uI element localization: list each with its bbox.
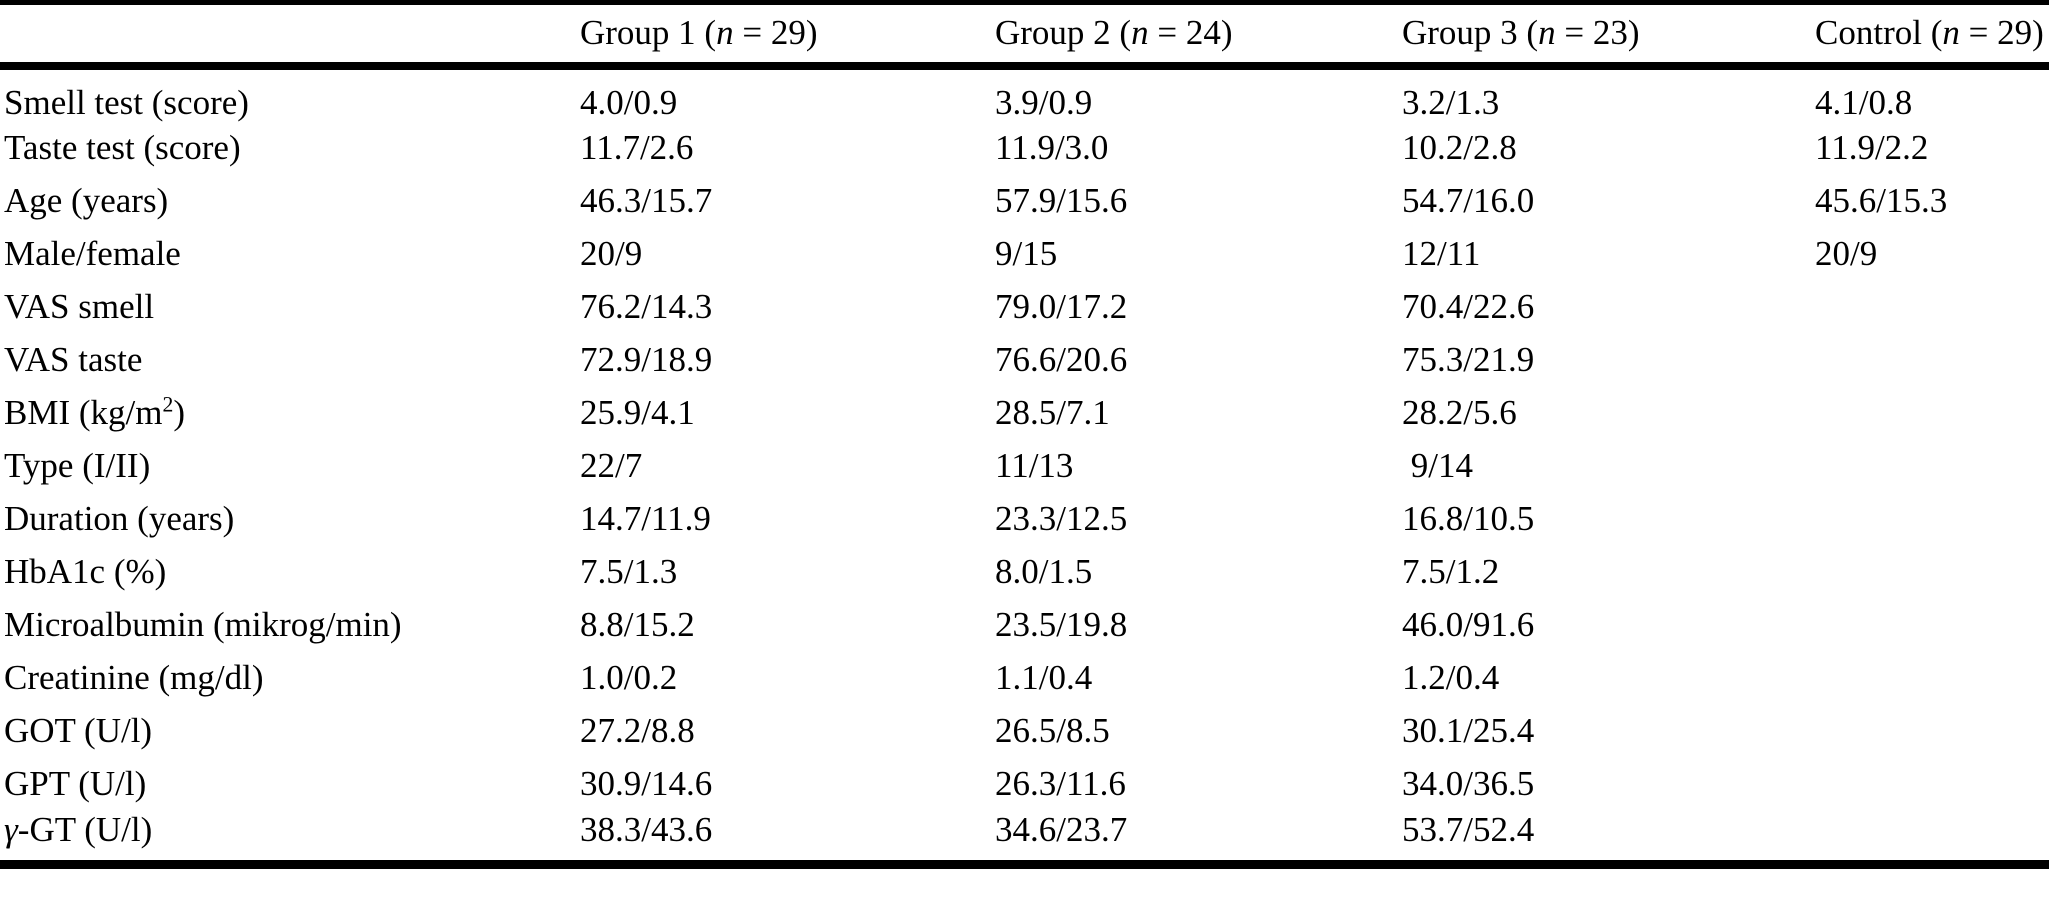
value-cell: 7.5/1.3 [580,552,678,592]
value-cell: 57.9/15.6 [995,181,1128,221]
value-cell: 1.0/0.2 [580,658,678,698]
table-row: γ-GT (U/l) 38.3/43.6 34.6/23.7 53.7/52.4 [0,811,2049,864]
table-row: Taste test (score) 11.7/2.6 11.9/3.0 10.2/2… [0,122,2049,175]
value-cell: 79.0/17.2 [995,287,1128,327]
value-cell: 76.2/14.3 [580,287,713,327]
value-cell: 34.0/36.5 [1402,764,1535,804]
value-cell: 11.7/2.6 [580,128,694,168]
value-cell [1815,440,2049,493]
row-label: Microalbumin (mikrog/min) [4,605,402,645]
column-header: Control (n = 29) [1815,2,2049,70]
table-row: Microalbumin (mikrog/min) 8.8/15.2 23.5/19… [0,599,2049,652]
value-cell: 20/9 [1815,234,1878,274]
value-cell: 14.7/11.9 [580,499,711,539]
value-cell [1815,705,2049,758]
value-cell: 28.2/5.6 [1402,393,1517,433]
row-label: Duration (years) [4,499,235,539]
value-cell: 11.9/3.0 [995,128,1109,168]
value-cell: 25.9/4.1 [580,393,695,433]
row-label: HbA1c (%) [4,552,167,592]
table-row: Type (I/II) 22/7 11/13 9/14 [0,440,2049,493]
table-row: Smell test (score) 4.0/0.9 3.9/0.9 3.2/1.3 4… [0,66,2049,123]
value-cell: 4.0/0.9 [580,82,678,122]
row-label: Age (years) [4,181,169,221]
table-row: BMI (kg/m2) 25.9/4.1 28.5/7.1 28.2/5.6 [0,387,2049,440]
header-row: Group 1 (n = 29) Group 2 (n = 24) Group 3 … [0,2,2049,70]
value-cell: 8.0/1.5 [995,552,1093,592]
value-cell: 76.6/20.6 [995,340,1128,380]
table-row: VAS smell 76.2/14.3 79.0/17.2 70.4/22.6 [0,281,2049,334]
table-row: VAS taste 72.9/18.9 76.6/20.6 75.3/21.9 [0,334,2049,387]
row-label: Creatinine (mg/dl) [4,658,264,698]
table-body: Smell test (score) 4.0/0.9 3.9/0.9 3.2/1.3 4… [0,66,2049,865]
value-cell: 75.3/21.9 [1402,340,1535,380]
row-label: Male/female [4,234,181,274]
value-cell [1815,334,2049,387]
value-cell: 1.1/0.4 [995,658,1093,698]
group-characteristics-table: Group 1 (n = 29) Group 2 (n = 24) Group 3 … [0,0,2049,869]
value-cell [1815,599,2049,652]
value-cell: 7.5/1.2 [1402,552,1500,592]
value-cell: 9/15 [995,234,1058,274]
value-cell: 20/9 [580,234,643,274]
value-cell: 30.9/14.6 [580,764,713,804]
value-cell [1815,546,2049,599]
value-cell: 8.8/15.2 [580,605,695,645]
row-label: VAS taste [4,340,143,380]
value-cell: 27.2/8.8 [580,711,695,751]
value-cell: 54.7/16.0 [1402,181,1535,221]
value-cell: 12/11 [1402,234,1481,274]
row-label: VAS smell [4,287,155,327]
row-label: GPT (U/l) [4,764,147,804]
table-row: HbA1c (%) 7.5/1.3 8.0/1.5 7.5/1.2 [0,546,2049,599]
value-cell: 10.2/2.8 [1402,128,1517,168]
table-row: Age (years) 46.3/15.7 57.9/15.6 54.7/16.0 45… [0,175,2049,228]
column-header: Group 1 (n = 29) [580,2,995,70]
row-label: Type (I/II) [4,446,151,486]
value-cell: 53.7/52.4 [1402,811,1535,849]
table-row: Duration (years) 14.7/11.9 23.3/12.5 16.8/1… [0,493,2049,546]
value-cell: 30.1/25.4 [1402,711,1535,751]
value-cell [1815,281,2049,334]
row-label: γ-GT (U/l) [4,811,153,849]
value-cell: 11/13 [995,446,1074,486]
value-cell: 72.9/18.9 [580,340,713,380]
value-cell: 28.5/7.1 [995,393,1110,433]
value-cell: 38.3/43.6 [580,811,713,849]
row-label: Taste test (score) [4,128,241,168]
value-cell: 23.3/12.5 [995,499,1128,539]
value-cell: 26.3/11.6 [995,764,1126,804]
row-label: Smell test (score) [4,82,249,122]
value-cell: 9/14 [1402,446,1473,486]
table-row: GOT (U/l) 27.2/8.8 26.5/8.5 30.1/25.4 [0,705,2049,758]
table-row: Male/female 20/9 9/15 12/11 20/9 [0,228,2049,281]
value-cell [1815,493,2049,546]
value-cell: 45.6/15.3 [1815,181,1948,221]
value-cell: 34.6/23.7 [995,811,1128,849]
value-cell: 46.3/15.7 [580,181,713,221]
value-cell [1815,758,2049,811]
value-cell: 22/7 [580,446,643,486]
table-row: GPT (U/l) 30.9/14.6 26.3/11.6 34.0/36.5 [0,758,2049,811]
row-label: BMI (kg/m2) [4,392,185,433]
value-cell: 26.5/8.5 [995,711,1110,751]
value-cell: 3.2/1.3 [1402,82,1500,122]
value-cell [1815,652,2049,705]
column-header: Group 3 (n = 23) [1402,2,1815,70]
column-header: Group 2 (n = 24) [995,2,1402,70]
value-cell: 46.0/91.6 [1402,605,1535,645]
table-row: Creatinine (mg/dl) 1.0/0.2 1.1/0.4 1.2/0.4 [0,652,2049,705]
value-cell: 1.2/0.4 [1402,658,1500,698]
value-cell: 70.4/22.6 [1402,287,1535,327]
header-cell-empty [0,2,580,70]
value-cell [1815,387,2049,440]
value-cell: 4.1/0.8 [1815,82,1913,122]
value-cell: 11.9/2.2 [1815,128,1929,168]
value-cell: 16.8/10.5 [1402,499,1535,539]
value-cell [1815,811,2049,864]
row-label: GOT (U/l) [4,711,153,751]
value-cell: 3.9/0.9 [995,82,1093,122]
value-cell: 23.5/19.8 [995,605,1128,645]
